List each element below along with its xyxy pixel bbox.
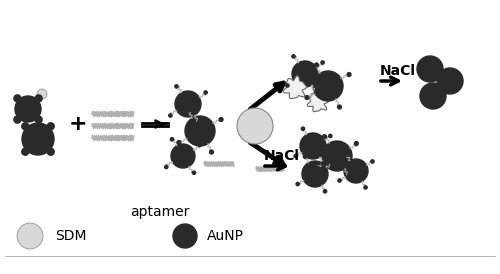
Circle shape bbox=[173, 224, 197, 248]
Circle shape bbox=[313, 71, 343, 101]
Circle shape bbox=[364, 186, 367, 189]
Circle shape bbox=[164, 165, 168, 169]
Circle shape bbox=[47, 123, 54, 130]
Circle shape bbox=[219, 118, 223, 121]
Circle shape bbox=[314, 63, 318, 67]
Circle shape bbox=[322, 162, 324, 165]
Text: NaCl: NaCl bbox=[264, 149, 300, 163]
Circle shape bbox=[198, 120, 201, 123]
Circle shape bbox=[300, 133, 326, 159]
Circle shape bbox=[304, 155, 306, 158]
Circle shape bbox=[22, 123, 29, 130]
Text: AuNP: AuNP bbox=[207, 229, 244, 243]
Circle shape bbox=[338, 105, 342, 109]
Circle shape bbox=[286, 84, 289, 87]
Circle shape bbox=[35, 116, 42, 123]
Circle shape bbox=[294, 154, 298, 158]
Circle shape bbox=[192, 171, 196, 174]
Circle shape bbox=[15, 96, 41, 122]
Circle shape bbox=[292, 55, 295, 58]
Circle shape bbox=[321, 61, 324, 64]
Circle shape bbox=[210, 150, 214, 154]
Text: aptamer: aptamer bbox=[130, 205, 190, 219]
Circle shape bbox=[322, 135, 326, 139]
Circle shape bbox=[22, 123, 54, 155]
Circle shape bbox=[292, 61, 318, 87]
Circle shape bbox=[198, 143, 202, 147]
Circle shape bbox=[14, 95, 21, 102]
Circle shape bbox=[330, 162, 334, 165]
Circle shape bbox=[345, 153, 348, 156]
Polygon shape bbox=[283, 76, 306, 99]
Circle shape bbox=[171, 144, 195, 168]
Circle shape bbox=[175, 85, 178, 88]
Circle shape bbox=[168, 114, 172, 117]
Circle shape bbox=[371, 160, 374, 163]
Circle shape bbox=[237, 108, 273, 144]
Circle shape bbox=[302, 161, 328, 187]
Circle shape bbox=[347, 73, 351, 76]
Circle shape bbox=[328, 134, 332, 138]
Circle shape bbox=[22, 148, 29, 155]
Circle shape bbox=[14, 116, 21, 123]
Circle shape bbox=[348, 173, 352, 177]
Circle shape bbox=[37, 89, 47, 99]
Text: NaCl: NaCl bbox=[380, 64, 416, 78]
Circle shape bbox=[344, 159, 368, 183]
Circle shape bbox=[437, 68, 463, 94]
Circle shape bbox=[204, 91, 208, 94]
Polygon shape bbox=[307, 91, 328, 112]
Circle shape bbox=[170, 138, 173, 141]
Circle shape bbox=[47, 148, 54, 155]
Circle shape bbox=[315, 90, 318, 93]
Circle shape bbox=[338, 179, 341, 182]
Text: SDM: SDM bbox=[55, 229, 86, 243]
Circle shape bbox=[17, 223, 43, 249]
Circle shape bbox=[177, 141, 181, 144]
Circle shape bbox=[420, 83, 446, 109]
Circle shape bbox=[185, 116, 215, 146]
Circle shape bbox=[296, 182, 300, 186]
Circle shape bbox=[322, 141, 352, 171]
Circle shape bbox=[305, 96, 309, 99]
Circle shape bbox=[417, 56, 443, 82]
Circle shape bbox=[354, 142, 358, 145]
Circle shape bbox=[316, 167, 320, 170]
Circle shape bbox=[324, 190, 326, 193]
Text: +: + bbox=[68, 114, 87, 134]
Circle shape bbox=[302, 127, 304, 130]
Circle shape bbox=[175, 91, 201, 117]
Circle shape bbox=[186, 108, 190, 112]
Circle shape bbox=[35, 95, 42, 102]
